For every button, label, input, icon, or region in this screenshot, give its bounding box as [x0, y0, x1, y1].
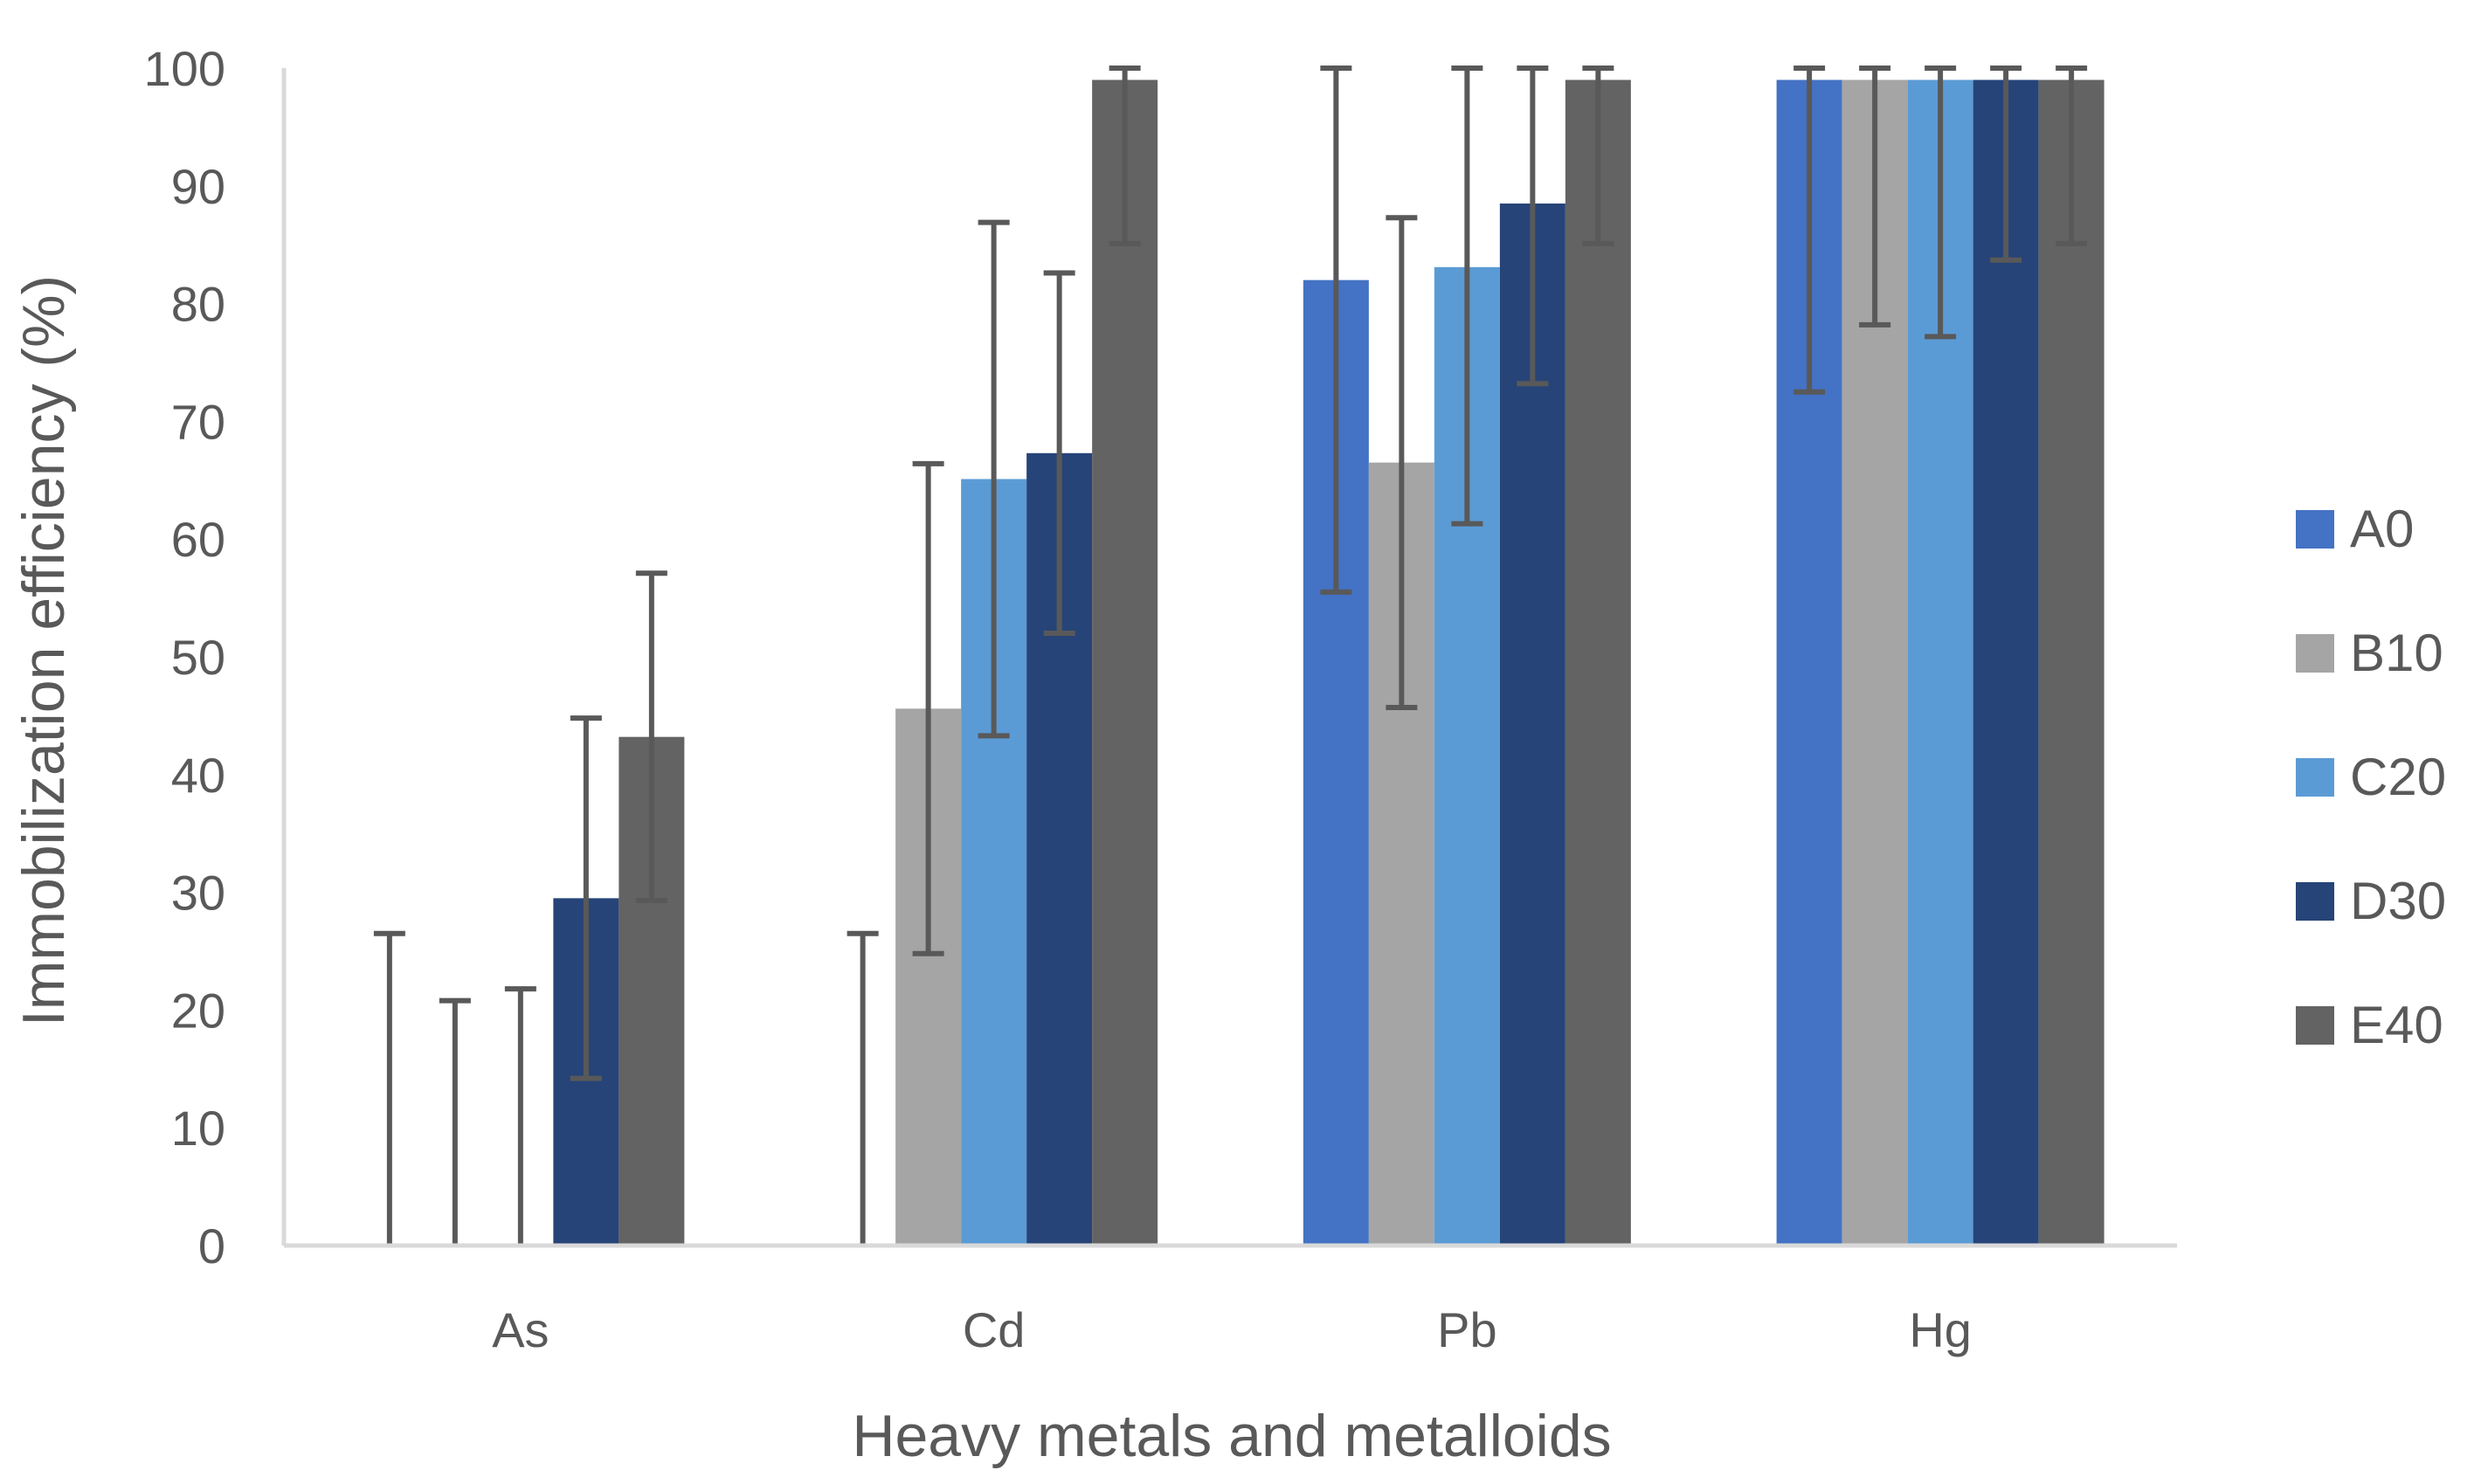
error-bar-E40-As — [635, 570, 667, 904]
y-tick-label: 100 — [144, 41, 225, 96]
y-axis-ticks: 0 10 20 30 40 50 60 70 80 90 100 — [144, 41, 225, 1273]
error-bar-D30-Cd — [1043, 270, 1075, 637]
error-bar-D30-Hg — [1990, 66, 2022, 263]
legend-item-E40: E40 — [2296, 996, 2443, 1054]
legend-item-C20: C20 — [2296, 748, 2446, 806]
error-bar-E40-Cd — [1109, 66, 1141, 246]
y-tick-label: 30 — [171, 866, 225, 921]
y-axis-title: Immobilization efficiency (%) — [10, 275, 77, 1026]
y-tick-label: 60 — [171, 512, 225, 567]
legend-label: C20 — [2350, 748, 2446, 806]
bar-E40-Hg — [2038, 79, 2104, 1246]
legend: A0 B10 C20 D30 E40 — [2296, 500, 2446, 1054]
y-tick-label: 90 — [171, 159, 225, 214]
x-axis-ticks: As Cd Pb Hg — [492, 1302, 1972, 1357]
bar-E40-Pb — [1565, 79, 1631, 1246]
y-tick-label: 50 — [171, 630, 225, 685]
error-bar-A0-Pb — [1320, 66, 1352, 595]
error-bar-C20-Pb — [1451, 66, 1483, 527]
y-tick-label: 0 — [198, 1218, 225, 1273]
legend-swatch — [2296, 1006, 2334, 1045]
legend-item-A0: A0 — [2296, 500, 2414, 558]
error-bar-C20-Hg — [1925, 66, 1957, 340]
error-bar-B10-Pb — [1386, 215, 1418, 710]
legend-swatch — [2296, 634, 2334, 673]
error-bar-B10-Cd — [912, 460, 944, 956]
error-bar-B10-As — [439, 997, 471, 1246]
legend-label: E40 — [2350, 996, 2443, 1054]
x-tick-label-Pb: Pb — [1437, 1302, 1497, 1357]
x-tick-label-Hg: Hg — [1909, 1302, 1972, 1357]
x-tick-label-Cd: Cd — [963, 1302, 1026, 1357]
error-bar-C20-As — [504, 986, 536, 1246]
error-bar-D30-Pb — [1517, 66, 1549, 387]
bars — [553, 79, 2104, 1246]
y-tick-label: 40 — [171, 748, 225, 803]
legend-label: D30 — [2350, 872, 2446, 930]
legend-swatch — [2296, 882, 2334, 921]
y-tick-label: 10 — [171, 1101, 225, 1156]
x-axis-title: Heavy metals and metalloids — [852, 1403, 1611, 1469]
legend-swatch — [2296, 510, 2334, 549]
y-tick-label: 70 — [171, 394, 225, 449]
y-tick-label: 80 — [171, 277, 225, 332]
error-bar-D30-As — [570, 715, 602, 1081]
error-bars — [373, 66, 2088, 1246]
legend-label: A0 — [2350, 500, 2414, 558]
error-bar-A0-Cd — [847, 930, 879, 1246]
legend-swatch — [2296, 758, 2334, 797]
legend-label: B10 — [2350, 624, 2443, 682]
legend-item-D30: D30 — [2296, 872, 2446, 930]
y-tick-label: 20 — [171, 983, 225, 1038]
bar-D30-Hg — [1973, 79, 2039, 1246]
legend-item-B10: B10 — [2296, 624, 2443, 682]
error-bar-B10-Hg — [1859, 66, 1891, 328]
error-bar-C20-Cd — [978, 219, 1010, 739]
error-bar-A0-As — [373, 930, 405, 1246]
error-bar-A0-Hg — [1793, 66, 1826, 395]
bar-E40-Cd — [1092, 79, 1158, 1246]
x-tick-label-As: As — [492, 1302, 549, 1357]
error-bar-E40-Hg — [2056, 66, 2088, 246]
error-bar-E40-Pb — [1582, 66, 1614, 246]
